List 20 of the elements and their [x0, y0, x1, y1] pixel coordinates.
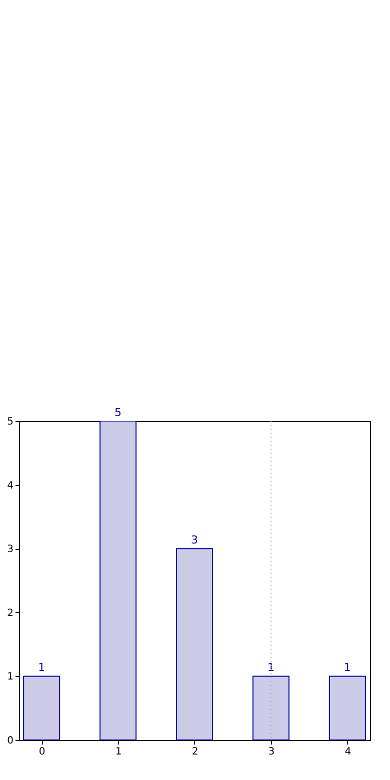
bar [23, 676, 60, 740]
y-tick-label: 1 [7, 672, 14, 683]
bar [252, 676, 290, 740]
data-label: 1 [344, 661, 351, 674]
data-label: 3 [191, 534, 198, 547]
data-label: 5 [114, 406, 122, 419]
bar [100, 421, 137, 740]
y-tick-label: 3 [7, 544, 14, 556]
bar [176, 548, 213, 740]
y-tick-label: 4 [7, 480, 14, 492]
x-tick-label: 0 [38, 746, 46, 758]
data-label: 1 [38, 661, 46, 674]
y-tick-label: 0 [7, 736, 14, 746]
x-tick-label: 2 [192, 746, 198, 758]
y-tick-label: 2 [7, 608, 14, 619]
y-tick-label: 5 [7, 416, 14, 428]
x-tick-label: 1 [115, 746, 122, 758]
x-tick-label: 4 [344, 746, 352, 758]
x-tick-label: 3 [268, 746, 275, 758]
bar [328, 676, 366, 740]
